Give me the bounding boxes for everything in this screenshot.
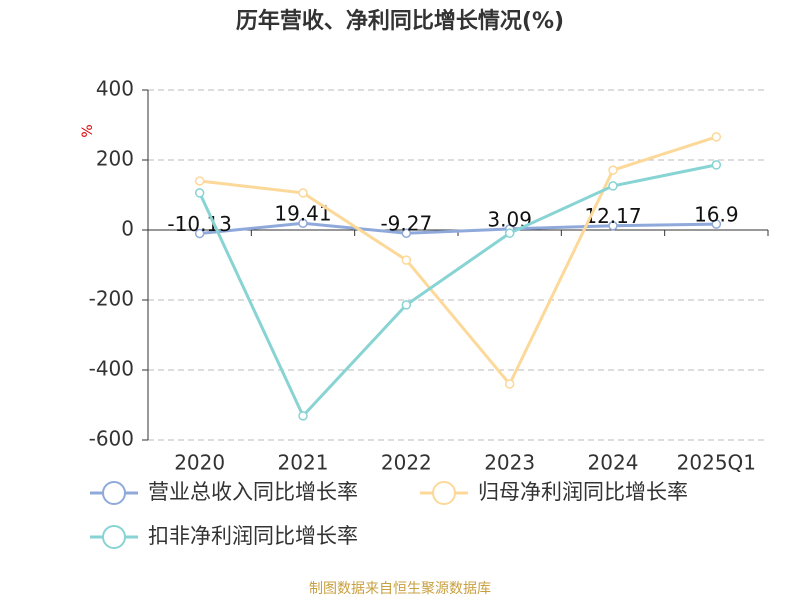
x-tick-label: 2021 [278, 451, 329, 475]
legend-label: 归母净利润同比增长率 [478, 480, 688, 504]
y-tick-label: -200 [89, 287, 134, 311]
data-point [401, 300, 412, 310]
data-label: -10.13 [167, 212, 231, 236]
data-point [608, 181, 618, 191]
data-point [194, 188, 205, 198]
data-point [401, 255, 412, 265]
chart-title: 历年营收、净利同比增长情况(%) [236, 8, 564, 34]
data-point [711, 132, 722, 142]
data-label: 16.9 [694, 203, 739, 227]
data-point [401, 228, 412, 238]
series-line [199, 221, 717, 236]
series-line [198, 163, 717, 419]
y-tick-label: 400 [96, 77, 134, 101]
x-tick-label: 2020 [174, 451, 225, 475]
y-tick-label: 0 [121, 217, 134, 241]
data-point [194, 228, 205, 239]
data-point [608, 165, 618, 175]
legend-label: 扣非净利润同比增长率 [148, 524, 358, 548]
data-point [504, 379, 515, 389]
x-tick-label: 2023 [484, 451, 535, 475]
data-point [711, 219, 722, 229]
y-tick-label: 200 [96, 147, 134, 171]
y-tick-label: -400 [89, 357, 134, 381]
data-label: 12.17 [584, 204, 641, 228]
data-point [194, 176, 205, 186]
x-tick-label: 2024 [588, 451, 639, 475]
data-point [298, 411, 308, 421]
legend-marker [102, 525, 126, 549]
data-point [298, 218, 308, 228]
data-point [608, 220, 618, 231]
data-point [504, 228, 515, 238]
y-tick-label: -600 [89, 427, 134, 451]
x-tick-label: 2022 [381, 451, 432, 475]
legend-marker [432, 481, 456, 505]
x-tick-label: 2025Q1 [677, 451, 756, 475]
data-point [711, 160, 722, 170]
series-line [199, 135, 717, 387]
legend-marker [102, 481, 126, 505]
y-axis-unit: % [80, 124, 96, 137]
data-label: 3.09 [487, 207, 532, 231]
data-label: -9.27 [380, 212, 432, 236]
data-point [298, 188, 308, 198]
source-note: 制图数据来自恒生聚源数据库 [309, 581, 491, 597]
legend-label: 营业总收入同比增长率 [148, 480, 358, 504]
